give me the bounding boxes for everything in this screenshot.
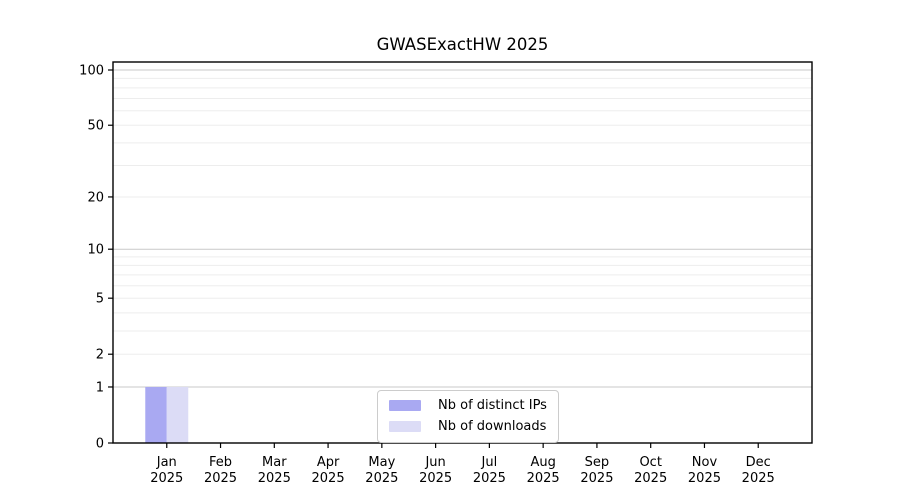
legend-label-downloads: Nb of downloads (438, 419, 547, 434)
x-tick-label-year: 2025 (473, 471, 506, 486)
x-tick-label-month: Feb (209, 455, 232, 470)
x-tick-label-month: Dec (746, 455, 771, 470)
y-axis: 0 1 2 5 10 20 50 100 (79, 64, 113, 452)
legend-label-distinct-ips: Nb of distinct IPs (438, 398, 547, 413)
y-tick-label: 10 (87, 243, 104, 258)
legend-item-downloads: Nb of downloads (389, 417, 547, 436)
x-tick-label-year: 2025 (150, 471, 183, 486)
bar-nb-of-downloads-jan-2025 (166, 386, 189, 443)
x-tick-label-month: May (368, 455, 395, 470)
x-tick-label-month: Mar (262, 455, 287, 470)
y-tick-label: 2 (96, 348, 104, 363)
x-tick-label-year: 2025 (419, 471, 452, 486)
legend-swatch-distinct-ips (389, 400, 421, 411)
x-tick-label-month: Oct (639, 455, 661, 470)
x-tick-label-year: 2025 (742, 471, 775, 486)
bar-nb-of-distinct-ips-jan-2025 (145, 386, 167, 443)
x-tick-label-month: Apr (317, 455, 340, 470)
x-tick-label-year: 2025 (365, 471, 398, 486)
x-tick-label-year: 2025 (312, 471, 345, 486)
y-tick-label: 1 (96, 380, 104, 395)
y-tick-label: 100 (79, 64, 104, 79)
x-tick-label-month: Jun (424, 455, 445, 470)
y-tick-label: 50 (87, 119, 104, 134)
y-tick-label: 5 (96, 292, 104, 307)
legend-item-distinct-ips: Nb of distinct IPs (389, 396, 547, 415)
x-tick-label-year: 2025 (688, 471, 721, 486)
x-tick-label-year: 2025 (527, 471, 560, 486)
x-tick-label-year: 2025 (580, 471, 613, 486)
plot-border (112, 61, 813, 444)
x-tick-label-year: 2025 (634, 471, 667, 486)
x-axis: Jan2025Feb2025Mar2025Apr2025May2025Jun20… (150, 443, 775, 486)
x-tick-label-month: Sep (585, 455, 610, 470)
x-tick-label-month: Nov (692, 455, 718, 470)
legend-swatch-downloads (389, 421, 421, 432)
axes (112, 61, 813, 444)
bars (145, 386, 189, 443)
x-tick-label-month: Jan (156, 455, 177, 470)
x-tick-label-month: Aug (530, 455, 555, 470)
x-tick-label-month: Jul (481, 455, 498, 470)
y-tick-label: 0 (96, 437, 104, 452)
legend: Nb of distinct IPs Nb of downloads (377, 390, 559, 443)
chart-title: GWASExactHW 2025 (376, 35, 549, 54)
x-tick-label-year: 2025 (204, 471, 237, 486)
gridlines (113, 69, 812, 388)
y-tick-label: 20 (87, 190, 104, 205)
x-tick-label-year: 2025 (258, 471, 291, 486)
